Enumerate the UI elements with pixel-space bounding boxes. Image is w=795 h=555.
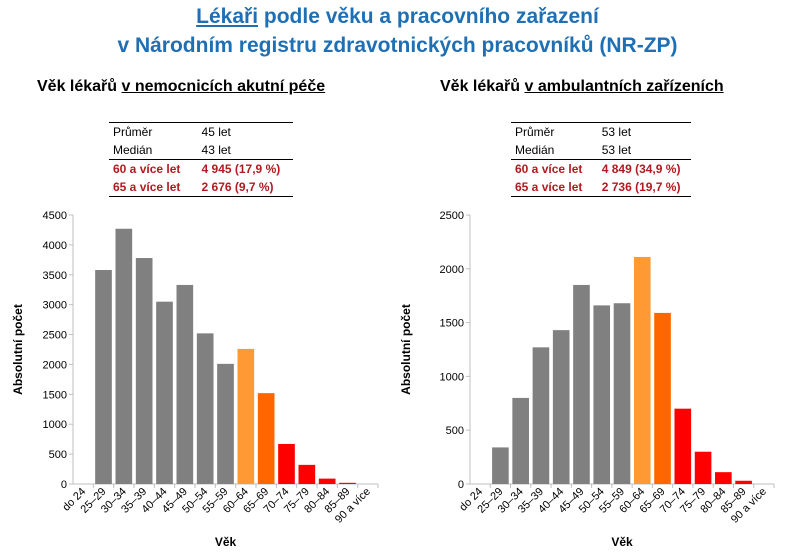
- stats-row-65plus: 65 a více let 2 736 (19,7 %): [511, 178, 691, 197]
- page-subtitle: v Národním registru zdravotnických praco…: [117, 34, 678, 57]
- left-chart-y-tick-label: 0: [61, 479, 67, 491]
- left-chart-bar: [257, 393, 275, 484]
- stats-value: 2 736 (19,7 %): [591, 178, 691, 197]
- right-chart-y-tick-label: 1500: [440, 318, 464, 330]
- stats-label: Průměr: [109, 122, 192, 141]
- right-chart-y-axis-title: Absolutní počet: [399, 304, 413, 395]
- left-chart-y-tick-label: 4000: [43, 240, 67, 252]
- left-chart-y-tick-label: 3500: [43, 270, 67, 282]
- title-underlined-word: Lékaři: [196, 5, 259, 28]
- right-chart-y-tick-label: 2500: [440, 210, 464, 222]
- stats-row-65plus: 65 a více let 2 676 (9,7 %): [109, 178, 293, 197]
- left-panel-title: Věk lékařů v nemocnicích akutní péče: [37, 78, 325, 96]
- right-panel-title-underlined: v ambulantních zařízeních: [524, 78, 724, 95]
- page-title: Lékaři podle věku a pracovního zařazení: [0, 4, 795, 30]
- left-chart-y-tick-label: 2500: [43, 330, 67, 342]
- left-chart-y-tick-label: 1000: [43, 419, 67, 431]
- left-chart-bar: [339, 482, 356, 484]
- right-panel-title: Věk lékařů v ambulantních zařízeních: [440, 78, 724, 96]
- right-chart-bar: [613, 303, 631, 484]
- right-chart-y-tick-label: 500: [446, 425, 464, 437]
- stats-value: 2 676 (9,7 %): [191, 178, 293, 197]
- stats-row-median: Medián 43 let: [109, 141, 293, 160]
- stats-value: 53 let: [601, 142, 632, 157]
- stats-value: 45 let: [191, 122, 293, 141]
- left-chart-y-tick-label: 500: [49, 449, 67, 461]
- left-chart-bar: [298, 464, 316, 484]
- stats-row-60plus: 60 a více let 4 945 (17,9 %): [109, 159, 293, 178]
- right-chart-bar: [512, 397, 529, 484]
- left-chart-bar: [217, 363, 234, 484]
- stats-value: 4 849 (34,9 %): [591, 159, 691, 178]
- stats-label: 65 a více let: [109, 178, 192, 197]
- right-panel-title-prefix: Věk lékařů: [440, 78, 525, 95]
- left-chart-bar: [135, 258, 153, 484]
- left-chart-bar: [196, 333, 214, 484]
- stats-label: Průměr: [511, 122, 592, 141]
- right-chart-bar: [654, 312, 671, 484]
- left-chart-bar: [278, 443, 295, 484]
- left-chart-bar: [318, 478, 336, 484]
- left-stats-table: Průměr 45 let Medián 43 let 60 a více let 4…: [109, 122, 293, 197]
- stats-label: Medián: [113, 142, 153, 157]
- right-stats-table: Průměr 53 let Medián 53 let 60 a více let 4…: [511, 122, 691, 197]
- left-chart-y-tick-label: 4500: [43, 210, 67, 222]
- right-chart-y-tick-label: 2000: [440, 264, 464, 276]
- left-chart-bar: [95, 269, 112, 484]
- stats-row-median: Medián 53 let: [511, 141, 691, 160]
- left-panel-title-underlined: v nemocnicích akutní péče: [121, 78, 326, 95]
- right-chart-x-axis-title: Věk: [611, 535, 633, 549]
- left-panel-title-prefix: Věk lékařů: [37, 78, 122, 95]
- stats-value: 43 let: [201, 142, 231, 157]
- right-chart-bar: [552, 330, 570, 484]
- right-chart-bar: [735, 480, 752, 484]
- stats-label: Medián: [515, 142, 555, 157]
- right-chart-bar: [694, 451, 712, 484]
- left-chart-bar: [237, 348, 255, 484]
- right-chart-bar: [674, 408, 692, 484]
- stats-label: 60 a více let: [511, 159, 592, 178]
- right-chart-bar: [492, 447, 509, 484]
- right-chart-y-tick-label: 0: [458, 479, 464, 491]
- right-chart-bar: [532, 347, 550, 484]
- stats-label: 60 a více let: [109, 159, 192, 178]
- stats-row-average: Průměr 45 let: [109, 122, 293, 141]
- right-chart-bar: [593, 305, 611, 484]
- stats-row-60plus: 60 a více let 4 849 (34,9 %): [511, 159, 691, 178]
- left-chart-bar: [156, 301, 173, 484]
- right-chart-bar: [633, 256, 651, 484]
- right-chart-bar: [715, 472, 732, 484]
- left-chart-y-tick-label: 2000: [43, 359, 67, 371]
- stats-row-average: Průměr 53 let: [511, 122, 691, 141]
- left-chart-y-tick-label: 1500: [43, 389, 67, 401]
- title-rest: podle věku a pracovního zařazení: [258, 5, 599, 28]
- left-chart-x-axis-title: Věk: [215, 535, 237, 549]
- stats-value: 53 let: [591, 122, 691, 141]
- stats-value: 4 945 (17,9 %): [191, 159, 293, 178]
- left-chart-y-tick-label: 3000: [43, 300, 67, 312]
- left-chart-bar: [176, 284, 194, 484]
- right-chart-bar: [573, 284, 590, 484]
- left-chart-bar: [115, 228, 133, 484]
- stats-label: 65 a více let: [511, 178, 592, 197]
- left-chart-y-axis-title: Absolutní počet: [11, 304, 25, 395]
- right-chart-y-tick-label: 1000: [440, 371, 464, 383]
